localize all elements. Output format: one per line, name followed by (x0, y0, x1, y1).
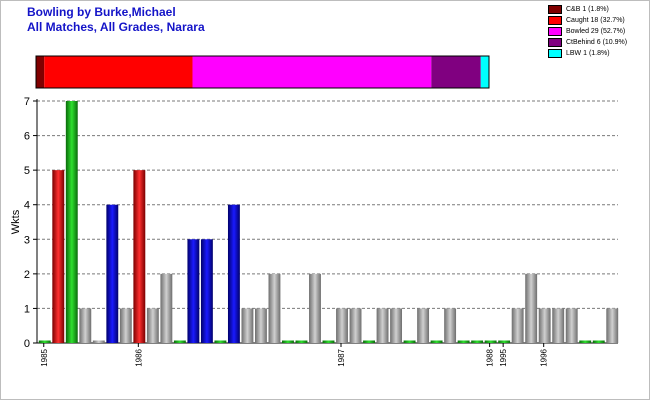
bar (376, 308, 389, 343)
legend-item: LBW 1 (1.8%) (548, 48, 627, 59)
bar (363, 340, 375, 343)
y-tick-label: 2 (24, 269, 30, 281)
bar (92, 340, 105, 343)
y-axis-label: Wkts (10, 209, 22, 234)
x-year-label: 1987 (337, 348, 346, 366)
legend-item: C&B 1 (1.8%) (548, 4, 627, 15)
bar (498, 340, 511, 343)
bar (457, 340, 470, 343)
y-tick-label: 7 (24, 96, 30, 108)
dismissal-segment (192, 56, 432, 88)
bar (403, 340, 416, 343)
x-year-label: 1996 (540, 348, 549, 366)
bar (511, 308, 524, 343)
bar (525, 273, 538, 343)
legend-item: CtBehind 6 (10.9%) (548, 37, 627, 48)
x-year-label: 1985 (40, 348, 49, 366)
legend-label: CtBehind 6 (10.9%) (566, 39, 628, 46)
bar (444, 308, 457, 343)
legend-swatch (548, 5, 562, 14)
legend-swatch (548, 27, 562, 36)
bar (187, 239, 200, 343)
legend-item: Bowled 29 (52.7%) (548, 26, 627, 37)
bar (471, 340, 484, 343)
dismissal-segment (36, 56, 45, 88)
y-tick-label: 3 (24, 234, 30, 246)
bar (200, 239, 213, 343)
bar (227, 204, 240, 343)
y-tick-label: 0 (24, 338, 30, 350)
chart-subtitle: All Matches, All Grades, Narara (27, 20, 205, 34)
legend: C&B 1 (1.8%) Caught 18 (32.7%) Bowled 29 (… (548, 4, 627, 59)
legend-label: LBW 1 (1.8%) (566, 50, 610, 57)
chart-title: Bowling by Burke,Michael (27, 5, 176, 19)
bar (309, 273, 321, 343)
x-year-label: 1988 (486, 348, 495, 366)
dismissal-segment (431, 56, 481, 88)
bar (430, 340, 443, 343)
bar (592, 340, 605, 343)
bar (52, 170, 65, 343)
bar (349, 308, 362, 343)
bar (133, 170, 146, 343)
bar (295, 340, 308, 343)
dismissal-segment (44, 56, 193, 88)
bar (79, 308, 92, 343)
bar (38, 340, 51, 343)
bar (336, 308, 348, 343)
bar (565, 308, 578, 343)
x-year-label: 1995 (499, 348, 508, 366)
legend-label: C&B 1 (1.8%) (566, 6, 609, 13)
legend-swatch (548, 16, 562, 25)
bar (254, 308, 267, 343)
bar (173, 340, 186, 343)
dismissal-bar-outline (35, 55, 490, 89)
legend-item: Caught 18 (32.7%) (548, 15, 627, 26)
bar (538, 308, 551, 343)
bar (65, 101, 78, 343)
bar (552, 308, 565, 343)
bar (484, 340, 497, 343)
legend-label: Bowled 29 (52.7%) (566, 28, 626, 35)
bar (146, 308, 159, 343)
bar (579, 340, 592, 343)
y-tick-label: 4 (24, 200, 30, 212)
bar (106, 204, 119, 343)
legend-label: Caught 18 (32.7%) (566, 17, 625, 24)
x-year-label: 1986 (134, 348, 143, 366)
bar (322, 340, 335, 343)
bar (390, 308, 403, 343)
bar (268, 273, 281, 343)
legend-swatch (548, 49, 562, 58)
bar (214, 340, 227, 343)
bar (417, 308, 430, 343)
y-tick-label: 1 (24, 303, 30, 315)
bar (606, 308, 619, 343)
y-tick-label: 5 (24, 165, 30, 177)
y-tick-label: 6 (24, 131, 30, 143)
bar (160, 273, 173, 343)
legend-swatch (548, 38, 562, 47)
dismissal-segment (480, 56, 489, 88)
bar (241, 308, 254, 343)
bar (282, 340, 294, 343)
bar (119, 308, 132, 343)
